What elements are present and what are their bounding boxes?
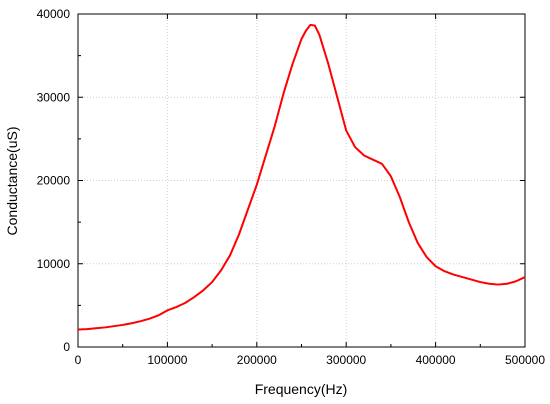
conductance-series-line (77, 23, 526, 331)
y-tick-label: 0 (63, 340, 70, 354)
x-axis-title: Frequency(Hz) (255, 381, 348, 397)
x-tick-label: 0 (75, 353, 82, 367)
x-tick-label: 400000 (416, 353, 456, 367)
x-axis-ticks: 0 100000 200000 300000 400000 500000 (75, 14, 545, 367)
series-lines (77, 23, 526, 331)
grid-lines (78, 14, 525, 347)
y-tick-label: 30000 (37, 90, 71, 104)
x-tick-label: 100000 (147, 353, 187, 367)
x-tick-label: 500000 (505, 353, 545, 367)
x-tick-label: 300000 (326, 353, 366, 367)
y-tick-label: 10000 (37, 257, 71, 271)
y-axis-ticks: 0 10000 20000 30000 40000 (37, 7, 525, 354)
plot-frame (77, 13, 526, 348)
y-tick-label: 40000 (37, 7, 71, 21)
x-tick-label: 200000 (237, 353, 277, 367)
y-axis-title: Conductance(uS) (4, 127, 20, 236)
y-tick-label: 20000 (37, 174, 71, 188)
